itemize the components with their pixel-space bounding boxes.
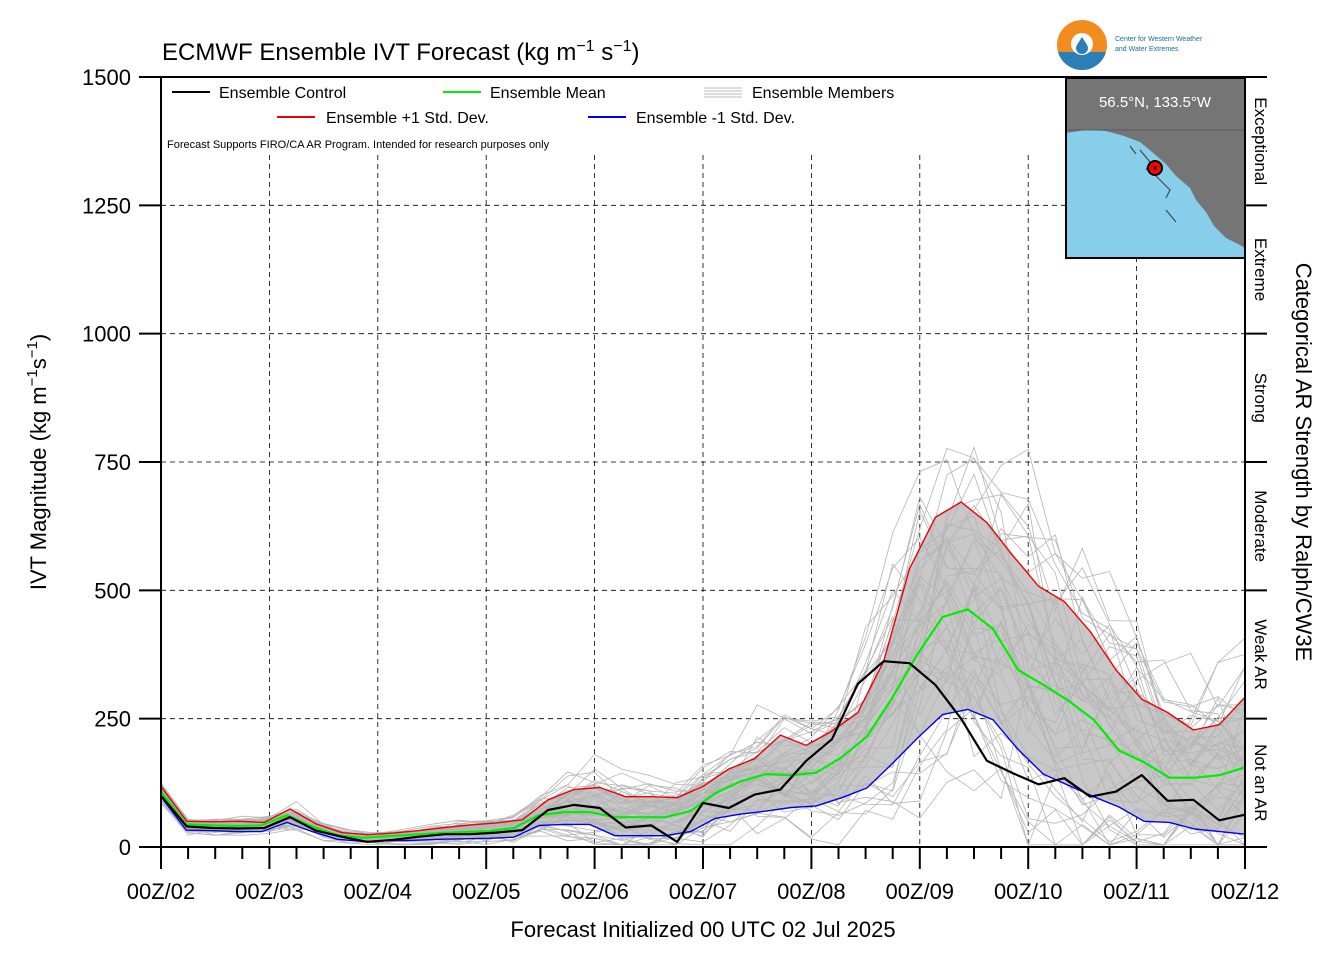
category-label: Not an AR <box>1251 744 1270 822</box>
y-tick-label: 750 <box>94 450 131 475</box>
y-axis-title: IVT Magnitude (kg m−1s−1) <box>24 334 51 590</box>
inset-map: 56.5°N, 133.5°W <box>1065 77 1246 259</box>
y-axis-title-main: IVT Magnitude (kg m <box>26 386 51 590</box>
category-label: Strong <box>1251 373 1270 423</box>
x-tick-label: 00Z/11 <box>1103 879 1170 904</box>
logo-text-line2: and Water Extremes <box>1115 46 1179 53</box>
y-tick-label: 250 <box>94 707 131 732</box>
inset-land <box>1066 78 1245 248</box>
x-tick-label: 00Z/10 <box>994 879 1063 904</box>
ensemble-member-line <box>160 458 1246 838</box>
x-tick-label: 00Z/07 <box>669 879 738 904</box>
y-tick-label: 1500 <box>82 65 131 90</box>
x-axis-title: Forecast Initialized 00 UTC 02 Jul 2025 <box>510 917 895 942</box>
ensemble-member-line <box>160 646 1246 838</box>
legend-members-label: Ensemble Members <box>752 85 894 102</box>
ensemble-member-line <box>160 631 1246 846</box>
chart-title-close: ) <box>631 39 639 66</box>
category-label: Moderate <box>1251 490 1270 562</box>
x-tick-label: 00Z/08 <box>777 879 846 904</box>
inset-location-label: 56.5°N, 133.5°W <box>1099 94 1212 111</box>
chart-title-sup-b: −1 <box>613 38 631 55</box>
y-axis-title-close: ) <box>26 334 51 341</box>
y-axis-title-sup-a: −1 <box>24 369 41 386</box>
right-axis-title: Categorical AR Strength by Ralph/CW3E <box>1291 263 1316 662</box>
ensemble-member-line <box>160 536 1246 836</box>
category-label: Extreme <box>1251 238 1270 301</box>
chart-title: ECMWF Ensemble IVT Forecast (kg m−1 s−1) <box>162 38 639 66</box>
x-tick-label: 00Z/06 <box>560 879 629 904</box>
y-tick-label: 500 <box>94 578 131 603</box>
y-axis-title-sup-b: −1 <box>24 341 41 358</box>
x-tick-label: 00Z/04 <box>344 879 413 904</box>
category-label: Exceptional <box>1251 97 1270 185</box>
plot-area: 0 250 500 750 1000 1250 1500 00Z/02 00Z/03 00Z/04… <box>82 65 1279 904</box>
legend-mean-label: Ensemble Mean <box>490 85 606 102</box>
chart-title-main: ECMWF Ensemble IVT Forecast (kg m <box>162 39 576 66</box>
legend-minus-std-label: Ensemble -1 Std. Dev. <box>636 110 795 127</box>
ensemble-member-line <box>160 656 1246 842</box>
y-axis-title-mid: s <box>26 358 51 369</box>
x-tick-label: 00Z/05 <box>452 879 521 904</box>
ensemble-member-line <box>160 448 1246 842</box>
chart-title-sup-a: −1 <box>576 38 594 55</box>
cw3e-logo: Center for Western Weather and Water Ext… <box>1057 20 1203 70</box>
legend-plus-std-label: Ensemble +1 Std. Dev. <box>326 110 489 127</box>
y-tick-label: 1250 <box>82 193 131 218</box>
y-tick-label: 0 <box>119 835 131 860</box>
minus-std-dev-line <box>160 708 1246 843</box>
chart-title-mid: s <box>595 39 614 66</box>
ensemble-control-line <box>160 660 1246 844</box>
legend-control-label: Ensemble Control <box>219 85 346 102</box>
x-tick-label: 00Z/09 <box>886 879 955 904</box>
logo-text-line1: Center for Western Weather <box>1115 36 1203 43</box>
x-tick-label: 00Z/02 <box>127 879 196 904</box>
research-note: Forecast Supports FIRO/CA AR Program. In… <box>167 139 550 151</box>
legend: Ensemble Control Ensemble Mean Ensemble … <box>163 79 1063 153</box>
category-label: Weak AR <box>1251 619 1270 690</box>
x-tick-label: 00Z/12 <box>1211 879 1280 904</box>
plus-std-dev-line <box>160 501 1246 836</box>
x-tick-label: 00Z/03 <box>235 879 304 904</box>
y-tick-label: 1000 <box>82 322 131 347</box>
